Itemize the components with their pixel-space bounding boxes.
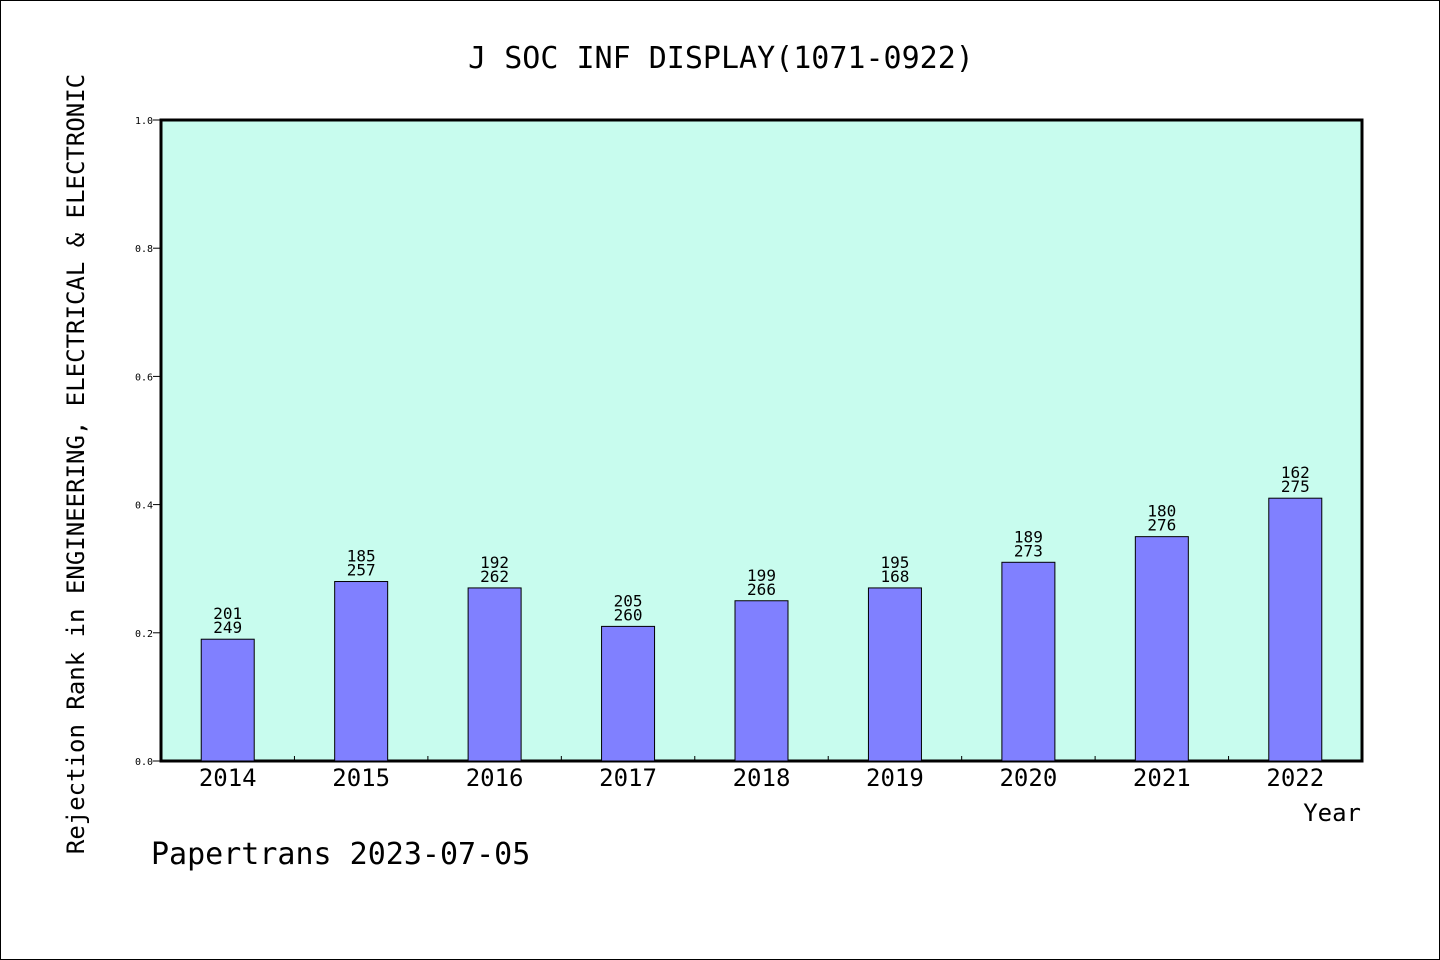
bar-2016 bbox=[467, 587, 522, 762]
bar-2018 bbox=[734, 600, 789, 762]
bar-label-bottom-2016: 262 bbox=[480, 567, 509, 586]
x-tick-label-2014: 2014 bbox=[199, 764, 257, 792]
bar-label-bottom-2020: 273 bbox=[1014, 541, 1043, 560]
bar-label-bottom-2021: 276 bbox=[1147, 516, 1176, 535]
bar-2020 bbox=[1001, 561, 1056, 762]
bar-label-top-2018: 199 bbox=[747, 566, 776, 585]
watermark: Papertrans 2023-07-05 bbox=[151, 837, 530, 872]
bar-label-bottom-2019: 168 bbox=[880, 567, 909, 586]
y-ticks: 0.0 0.2 0.4 0.6 0.8 1.0 bbox=[135, 116, 161, 768]
x-ticks: 2014 2015 2016 2017 2018 2019 2020 2021 2022 bbox=[199, 756, 1324, 792]
y-axis-label: Rejection Rank in ENGINEERING, ELECTRICA… bbox=[62, 74, 90, 854]
bar-2015 bbox=[334, 581, 389, 762]
x-tick-label-2021: 2021 bbox=[1133, 764, 1191, 792]
bar-label-top-2015: 185 bbox=[347, 547, 376, 566]
bar-2017 bbox=[601, 625, 656, 762]
bar-2022 bbox=[1268, 497, 1323, 762]
y-tick-label: 0.2 bbox=[135, 629, 153, 640]
bar-2019 bbox=[867, 587, 922, 762]
bar-label-bottom-2014: 249 bbox=[213, 618, 242, 637]
bar-label-top-2021: 180 bbox=[1147, 502, 1176, 521]
bar-label-bottom-2017: 260 bbox=[614, 605, 643, 624]
bar-label-top-2019: 195 bbox=[880, 553, 909, 572]
y-tick-label: 1.0 bbox=[135, 116, 153, 127]
y-tick-label: 0.0 bbox=[135, 757, 153, 768]
bar-label-bottom-2018: 266 bbox=[747, 580, 776, 599]
bar-label-top-2017: 205 bbox=[614, 591, 643, 610]
bar-2014 bbox=[200, 638, 255, 762]
y-tick-label: 0.4 bbox=[135, 501, 153, 512]
bar-label-top-2020: 189 bbox=[1014, 527, 1043, 546]
x-tick-label-2017: 2017 bbox=[599, 764, 657, 792]
y-tick-label: 0.8 bbox=[135, 244, 153, 255]
x-tick-label-2018: 2018 bbox=[733, 764, 791, 792]
x-axis-label: Year bbox=[1303, 799, 1361, 827]
chart-title: J SOC INF DISPLAY(1071-0922) bbox=[468, 41, 974, 76]
x-tick-label-2020: 2020 bbox=[999, 764, 1057, 792]
bar-label-top-2016: 192 bbox=[480, 553, 509, 572]
x-tick-label-2015: 2015 bbox=[332, 764, 390, 792]
bar-label-bottom-2022: 275 bbox=[1281, 477, 1310, 496]
bar-label-top-2022: 162 bbox=[1281, 463, 1310, 482]
bar-label-bottom-2015: 257 bbox=[347, 561, 376, 580]
y-tick-label: 0.6 bbox=[135, 372, 153, 383]
x-tick-label-2016: 2016 bbox=[466, 764, 524, 792]
x-tick-label-2022: 2022 bbox=[1266, 764, 1324, 792]
x-tick-label-2019: 2019 bbox=[866, 764, 924, 792]
bar-label-top-2014: 201 bbox=[213, 604, 242, 623]
bar-2021 bbox=[1134, 536, 1189, 762]
